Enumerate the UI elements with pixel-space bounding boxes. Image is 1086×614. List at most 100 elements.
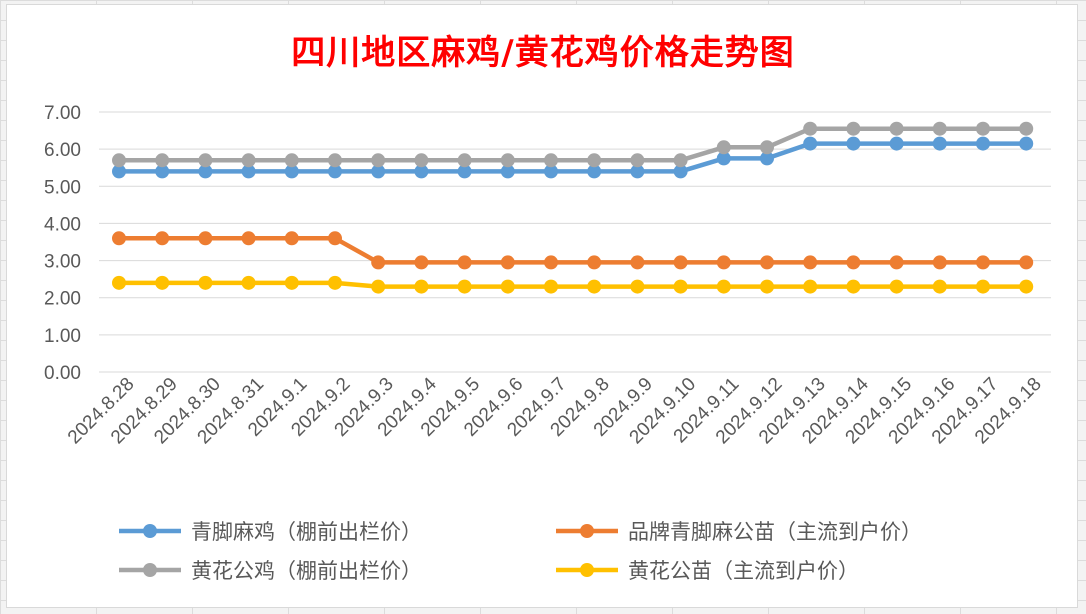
y-tick-label: 4.00 xyxy=(44,214,81,235)
data-point-series-4 xyxy=(587,279,602,294)
legend-swatch-marker xyxy=(143,524,157,538)
data-point-series-2 xyxy=(457,255,472,270)
data-point-series-3 xyxy=(284,153,299,168)
data-point-series-1 xyxy=(846,136,861,151)
data-point-series-4 xyxy=(716,279,731,294)
data-point-series-4 xyxy=(414,279,429,294)
data-point-series-3 xyxy=(976,121,990,136)
legend-swatch-marker xyxy=(580,524,594,538)
data-point-series-2 xyxy=(673,255,688,270)
data-point-series-3 xyxy=(932,121,947,136)
line-chart: 0.001.002.003.004.005.006.007.002024.8.2… xyxy=(44,103,1051,583)
data-point-series-1 xyxy=(371,164,386,179)
data-point-series-3 xyxy=(544,153,558,168)
data-point-series-1 xyxy=(328,164,342,179)
chart-area[interactable]: 四川地区麻鸡/黄花鸡价格走势图 0.00 1.00 2.00 3.00 4.00 5.00… xyxy=(6,4,1078,608)
data-point-series-4 xyxy=(803,279,818,294)
data-point-series-1 xyxy=(716,151,731,166)
data-point-series-3 xyxy=(889,121,904,136)
data-point-series-4 xyxy=(846,279,861,294)
data-point-series-2 xyxy=(414,255,429,270)
data-point-series-3 xyxy=(846,121,861,136)
data-point-series-2 xyxy=(241,231,256,246)
data-point-series-1 xyxy=(630,164,645,179)
data-point-series-1 xyxy=(112,164,126,179)
legend-label: 黄花公鸡（棚前出栏价） xyxy=(191,559,422,583)
data-point-series-4 xyxy=(328,275,342,290)
legend-label: 青脚麻鸡（棚前出栏价） xyxy=(191,520,422,544)
data-point-series-1 xyxy=(414,164,429,179)
legend-label: 黄花公苗（主流到户价） xyxy=(628,559,859,583)
y-tick-label: 7.00 xyxy=(44,103,81,124)
data-point-series-3 xyxy=(630,153,645,168)
data-point-series-4 xyxy=(760,279,774,294)
data-point-series-3 xyxy=(241,153,256,168)
data-point-series-2 xyxy=(198,231,213,246)
y-tick-label: 2.00 xyxy=(44,289,81,310)
data-point-series-1 xyxy=(241,164,256,179)
y-tick-label: 1.00 xyxy=(44,326,81,347)
data-point-series-2 xyxy=(155,231,170,246)
y-tick-label: 6.00 xyxy=(44,140,81,161)
data-point-series-1 xyxy=(803,136,818,151)
data-point-series-2 xyxy=(112,231,126,246)
data-point-series-2 xyxy=(803,255,818,270)
data-point-series-1 xyxy=(932,136,947,151)
data-point-series-1 xyxy=(760,151,774,166)
data-point-series-2 xyxy=(500,255,515,270)
data-point-series-3 xyxy=(457,153,472,168)
data-point-series-4 xyxy=(198,275,213,290)
y-tick-label: 0.00 xyxy=(44,363,81,384)
data-point-series-4 xyxy=(932,279,947,294)
data-point-series-1 xyxy=(1019,136,1034,151)
data-point-series-2 xyxy=(328,231,342,246)
data-point-series-4 xyxy=(241,275,256,290)
data-point-series-4 xyxy=(371,279,386,294)
data-point-series-3 xyxy=(198,153,213,168)
data-point-series-1 xyxy=(976,136,990,151)
data-point-series-1 xyxy=(673,164,688,179)
data-point-series-4 xyxy=(889,279,904,294)
data-point-series-1 xyxy=(587,164,602,179)
data-point-series-4 xyxy=(155,275,170,290)
data-point-series-1 xyxy=(284,164,299,179)
data-point-series-1 xyxy=(889,136,904,151)
data-point-series-3 xyxy=(1019,121,1034,136)
data-point-series-1 xyxy=(457,164,472,179)
legend-swatch-marker xyxy=(580,563,594,577)
data-point-series-2 xyxy=(889,255,904,270)
data-point-series-1 xyxy=(500,164,515,179)
data-point-series-3 xyxy=(328,153,342,168)
data-point-series-4 xyxy=(1019,279,1034,294)
chart-title: 四川地区麻鸡/黄花鸡价格走势图 xyxy=(291,33,795,73)
y-tick-label: 5.00 xyxy=(44,177,81,198)
data-point-series-4 xyxy=(284,275,299,290)
data-point-series-2 xyxy=(284,231,299,246)
data-point-series-2 xyxy=(1019,255,1034,270)
data-point-series-3 xyxy=(155,153,170,168)
data-point-series-4 xyxy=(112,275,126,290)
data-point-series-3 xyxy=(371,153,386,168)
data-point-series-3 xyxy=(760,140,774,155)
series-line-3 xyxy=(119,126,1027,163)
data-point-series-4 xyxy=(673,279,688,294)
data-point-series-2 xyxy=(976,255,990,270)
data-point-series-3 xyxy=(414,153,429,168)
data-point-series-2 xyxy=(716,255,731,270)
data-point-series-2 xyxy=(587,255,602,270)
data-point-series-3 xyxy=(716,140,731,155)
legend-label: 品牌青脚麻公苗（主流到户价） xyxy=(628,520,922,544)
data-point-series-3 xyxy=(587,153,602,168)
data-point-series-2 xyxy=(760,255,774,270)
legend-swatch-marker xyxy=(143,563,157,577)
data-point-series-2 xyxy=(846,255,861,270)
data-point-series-2 xyxy=(932,255,947,270)
series-line-2 xyxy=(119,236,1027,265)
data-point-series-4 xyxy=(976,279,990,294)
data-point-series-1 xyxy=(544,164,558,179)
data-point-series-4 xyxy=(500,279,515,294)
series-line-4 xyxy=(119,280,1027,289)
data-point-series-2 xyxy=(371,255,386,270)
data-point-series-1 xyxy=(155,164,170,179)
data-point-series-1 xyxy=(198,164,213,179)
